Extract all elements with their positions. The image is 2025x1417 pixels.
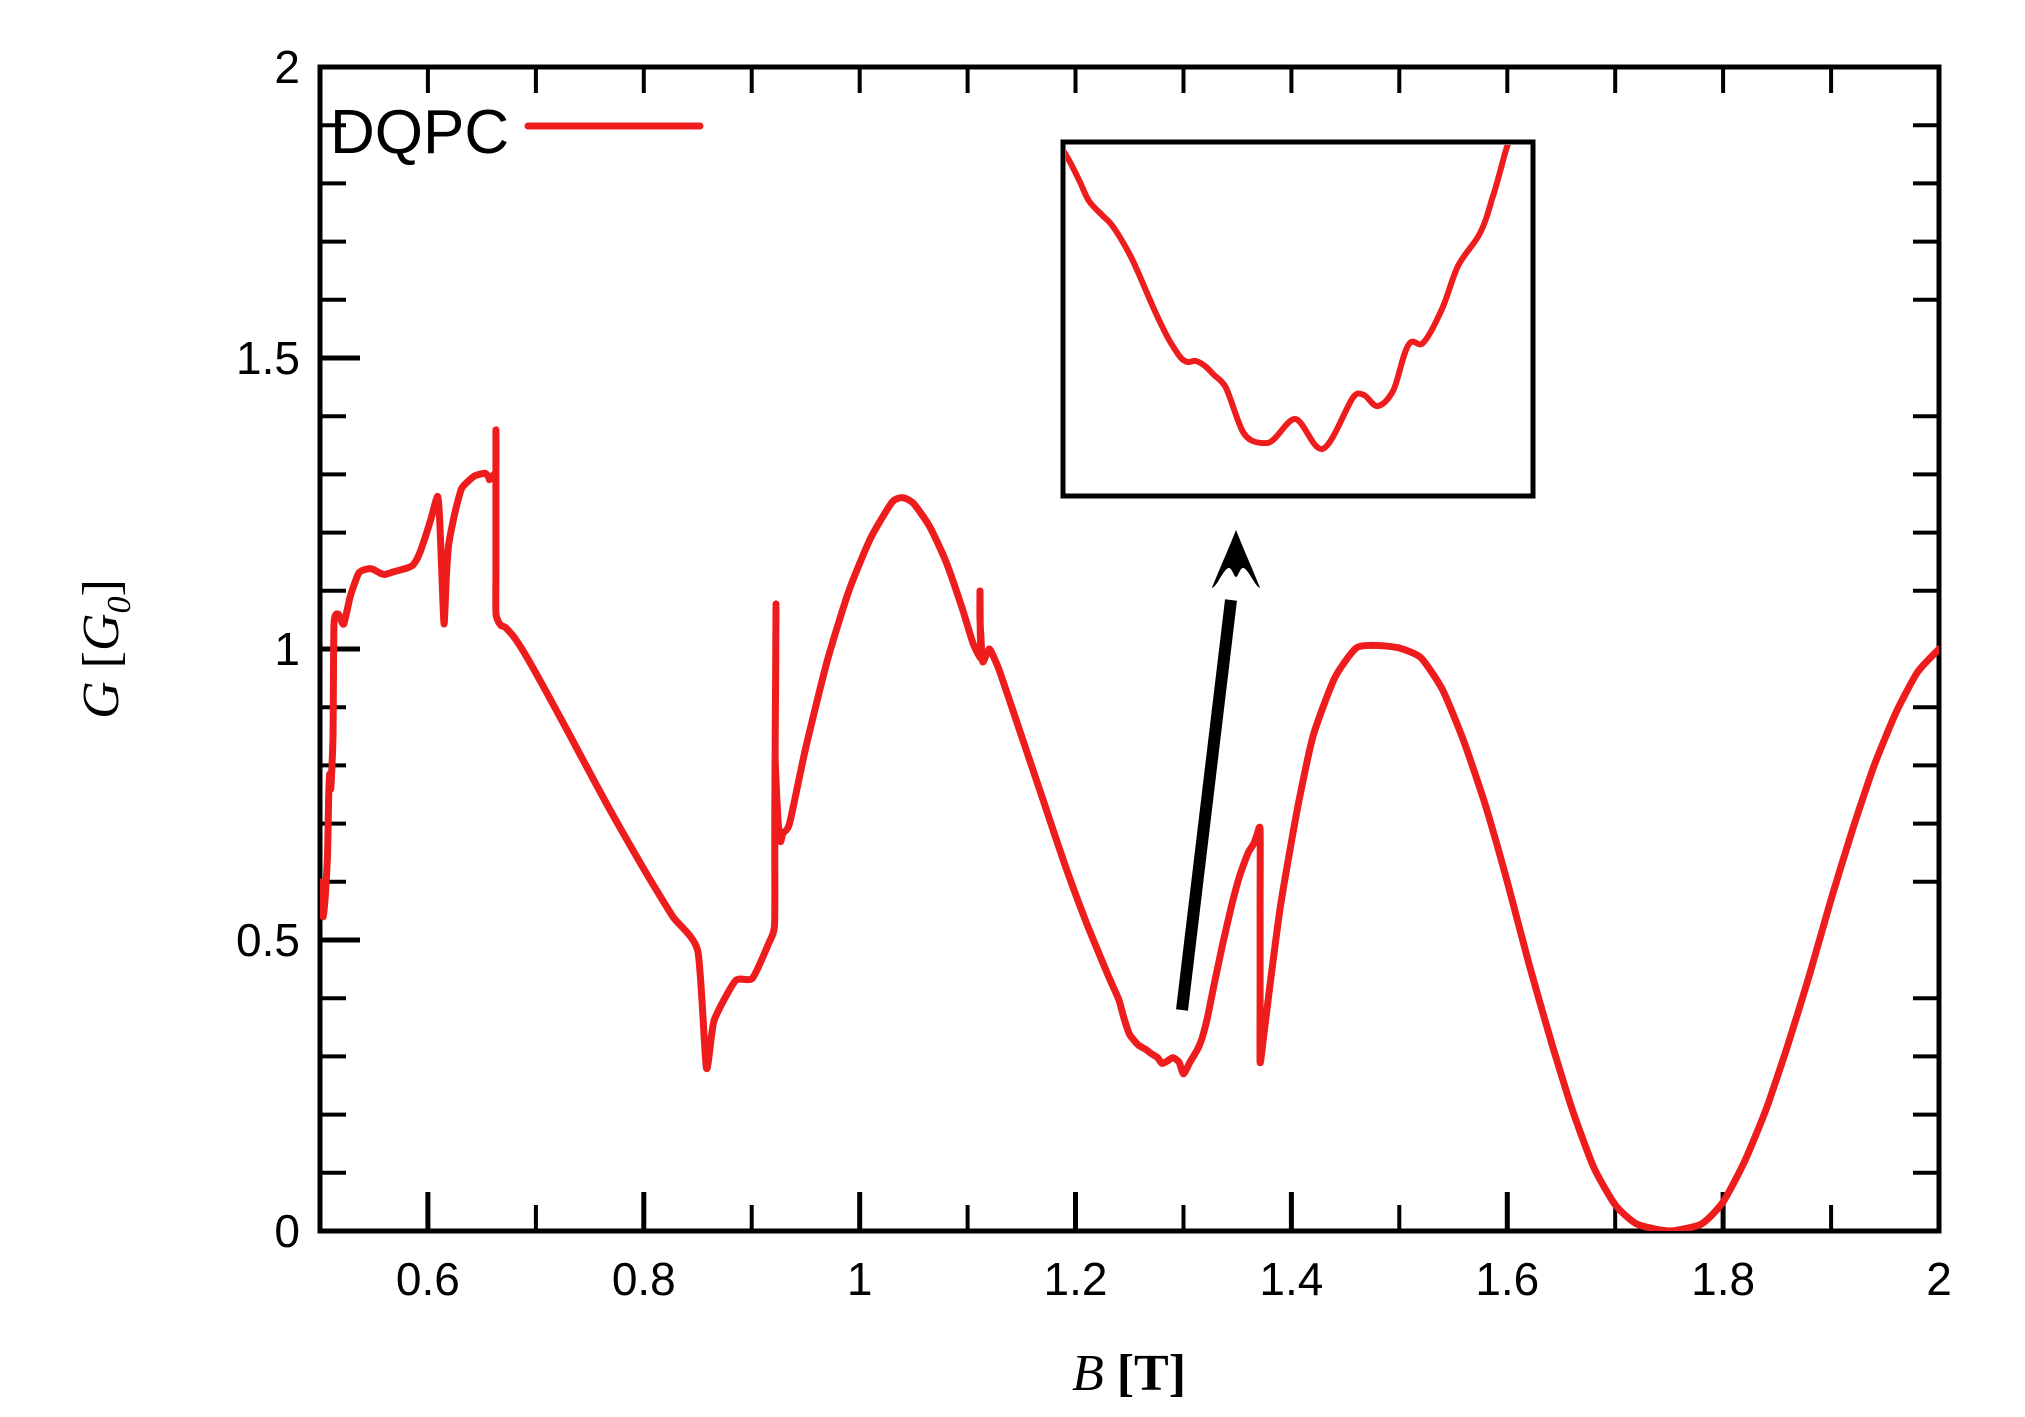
svg-text:1.5: 1.5 (236, 332, 300, 384)
svg-text:0.5: 0.5 (236, 914, 300, 966)
svg-text:1: 1 (274, 623, 300, 675)
svg-text:1.2: 1.2 (1044, 1253, 1108, 1305)
svg-text:1.4: 1.4 (1259, 1253, 1323, 1305)
svg-text:DQPC: DQPC (330, 98, 509, 167)
svg-text:0: 0 (274, 1205, 300, 1257)
svg-text:0.6: 0.6 (396, 1253, 460, 1305)
svg-text:2: 2 (1926, 1253, 1952, 1305)
svg-text:1.6: 1.6 (1475, 1253, 1539, 1305)
svg-text:1.8: 1.8 (1691, 1253, 1755, 1305)
svg-text:1: 1 (847, 1253, 873, 1305)
svg-text:2: 2 (274, 41, 300, 93)
svg-text:B [T]: B [T] (1072, 1345, 1186, 1402)
svg-text:0.8: 0.8 (612, 1253, 676, 1305)
svg-text:G [G0]: G [G0] (73, 579, 138, 719)
